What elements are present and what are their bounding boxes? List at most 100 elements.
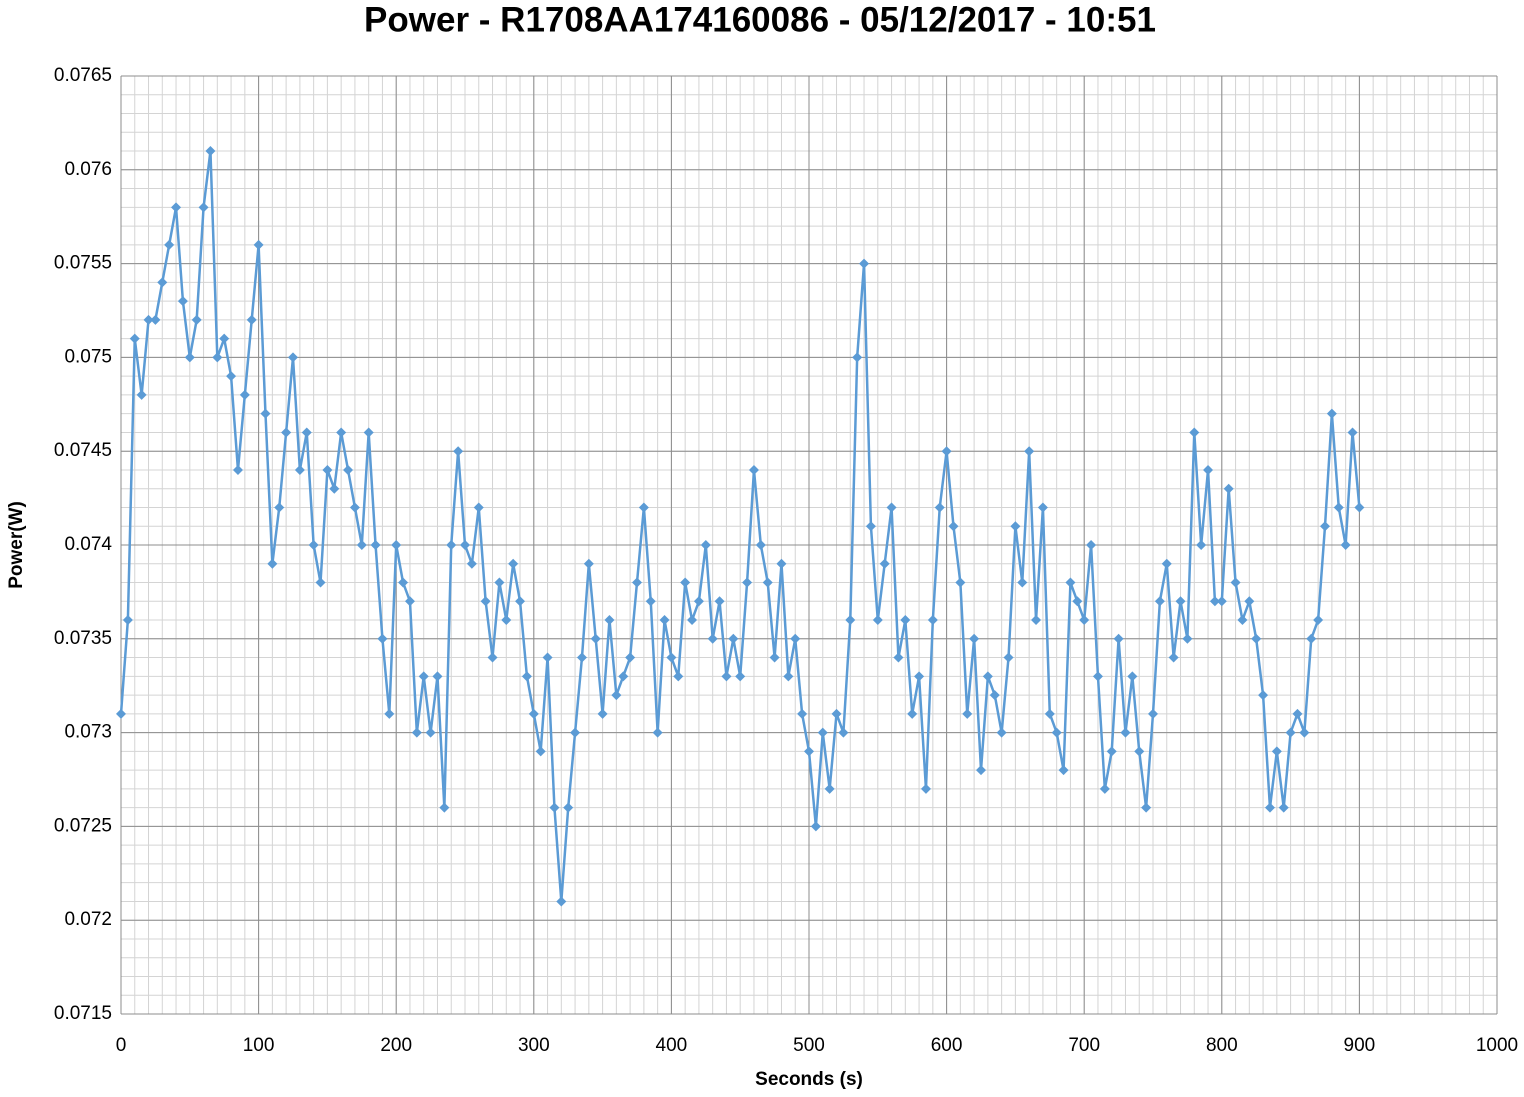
data-point [989, 690, 1000, 701]
data-point [556, 896, 567, 907]
data-point [515, 596, 526, 607]
data-point [632, 577, 642, 588]
data-point [1058, 765, 1069, 776]
data-point [700, 540, 711, 550]
data-point [1024, 446, 1035, 457]
data-point [1313, 615, 1324, 626]
data-point [528, 708, 539, 719]
data-point [1154, 596, 1165, 607]
data-point [349, 502, 360, 513]
data-point [810, 821, 821, 832]
data-point [769, 652, 780, 663]
data-point [748, 464, 759, 475]
data-point [742, 577, 753, 588]
data-point [1175, 596, 1186, 607]
data-point [288, 352, 298, 363]
data-point [1299, 727, 1310, 738]
data-point [1196, 540, 1207, 550]
data-point [363, 427, 374, 438]
data-point [1099, 783, 1110, 794]
chart-title: Power - R1708AA174160086 - 05/12/2017 - … [364, 0, 1156, 39]
data-point [1017, 577, 1028, 588]
data-point [508, 558, 519, 569]
data-point [797, 708, 808, 719]
data-point [1230, 577, 1241, 588]
data-point [804, 746, 814, 757]
data-point [1278, 802, 1289, 813]
y-tick-label: 0.076 [64, 159, 112, 180]
data-point [783, 671, 794, 682]
data-point [1271, 746, 1282, 757]
x-tick-label: 600 [931, 1035, 963, 1056]
data-point [198, 202, 209, 213]
data-point [184, 352, 195, 363]
data-point [260, 408, 271, 419]
y-tick-label: 0.0755 [54, 253, 112, 274]
data-point [680, 577, 691, 588]
data-point [1292, 708, 1303, 719]
y-tick-label: 0.0715 [54, 1003, 112, 1024]
data-point [659, 615, 670, 626]
data-point [411, 727, 422, 738]
data-point [652, 727, 663, 738]
y-tick-label: 0.0765 [54, 65, 112, 86]
data-point [1120, 727, 1131, 738]
data-point [1010, 521, 1021, 532]
data-point [962, 708, 973, 719]
x-tick-label: 200 [380, 1035, 412, 1056]
data-point [1258, 690, 1269, 701]
data-point [1333, 502, 1344, 513]
data-point [1003, 652, 1014, 663]
data-point [721, 671, 732, 682]
data-point [1127, 671, 1138, 682]
data-point [900, 615, 911, 626]
data-point [116, 708, 126, 719]
data-point [618, 671, 629, 682]
data-point [1340, 540, 1351, 550]
data-point [404, 596, 415, 607]
data-point [322, 464, 333, 475]
data-point [728, 633, 739, 644]
data-point [645, 596, 656, 607]
data-point [927, 615, 938, 626]
data-point [391, 540, 402, 550]
y-tick-label: 0.074 [64, 534, 112, 555]
data-point [267, 558, 278, 569]
data-point [356, 540, 367, 550]
data-point [1161, 558, 1172, 569]
x-tick-label: 1000 [1476, 1035, 1518, 1056]
data-point [494, 577, 505, 588]
data-point [1203, 464, 1214, 475]
x-tick-label: 700 [1068, 1035, 1100, 1056]
data-point [776, 558, 787, 569]
data-point [542, 652, 553, 663]
data-point [859, 258, 870, 269]
data-point [480, 596, 491, 607]
y-tick-label: 0.075 [64, 346, 112, 367]
data-point [638, 502, 649, 513]
data-point [122, 615, 133, 626]
data-point [604, 615, 615, 626]
data-point [673, 671, 684, 682]
data-point [1189, 427, 1200, 438]
data-point [150, 314, 161, 325]
data-point [274, 502, 285, 513]
data-point [955, 577, 966, 588]
x-tick-label: 100 [243, 1035, 275, 1056]
data-point [886, 502, 897, 513]
data-point [1285, 727, 1296, 738]
data-point [460, 540, 470, 550]
y-tick-label: 0.0735 [54, 628, 112, 649]
data-point [570, 727, 581, 738]
data-point [1079, 615, 1090, 626]
x-tick-label: 800 [1206, 1035, 1238, 1056]
x-tick-label: 500 [793, 1035, 825, 1056]
data-point [212, 352, 223, 363]
data-point [1044, 708, 1055, 719]
data-point [831, 708, 842, 719]
data-point [583, 558, 594, 569]
data-point [501, 615, 512, 626]
y-tick-label: 0.0745 [54, 440, 112, 461]
data-point [418, 671, 429, 682]
data-point [790, 633, 801, 644]
